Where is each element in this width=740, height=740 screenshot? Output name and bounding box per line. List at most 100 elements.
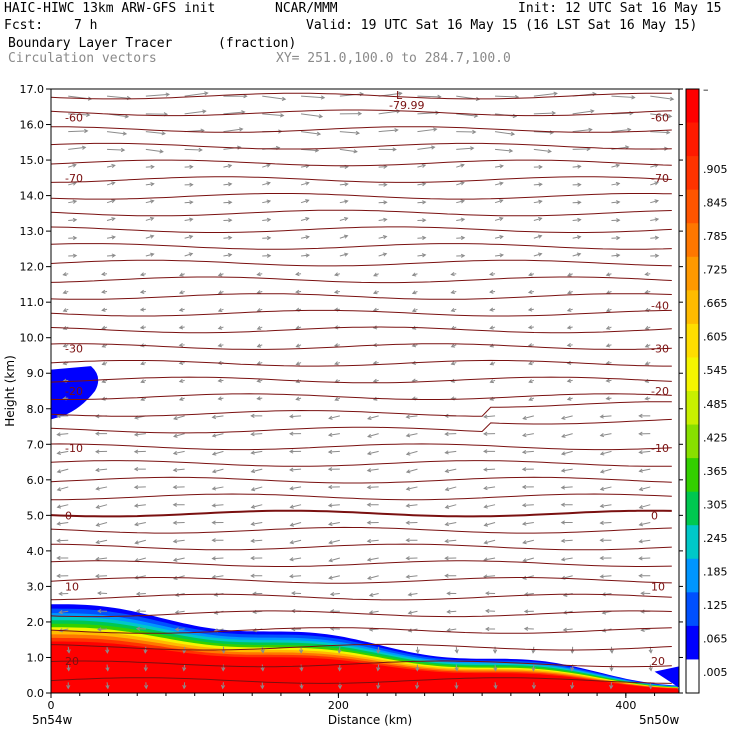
vector-arrow bbox=[369, 593, 379, 596]
vector-head bbox=[140, 361, 145, 366]
vector-head bbox=[172, 539, 178, 544]
vector-head bbox=[211, 469, 217, 474]
vector-head bbox=[250, 487, 256, 492]
vector-arrow bbox=[408, 610, 418, 614]
vector-arrow bbox=[572, 236, 581, 239]
vector-head bbox=[590, 109, 595, 114]
vector-arrow bbox=[378, 218, 387, 221]
contour-line bbox=[51, 509, 672, 518]
vector-arrow bbox=[494, 165, 504, 168]
vector-head bbox=[616, 235, 621, 241]
vector-head bbox=[256, 325, 262, 330]
vector-head bbox=[66, 667, 71, 672]
vector-head bbox=[266, 217, 272, 222]
colorbar-label: .365 bbox=[703, 465, 728, 478]
vector-arrow bbox=[406, 575, 418, 578]
vector-head bbox=[295, 271, 300, 277]
vector-head bbox=[422, 218, 427, 223]
vector-head bbox=[638, 522, 644, 527]
vector-arrow bbox=[107, 254, 116, 257]
vector-head bbox=[95, 449, 100, 454]
vector-head bbox=[211, 556, 216, 561]
vector-head bbox=[101, 361, 106, 366]
vector-arrow bbox=[329, 557, 340, 562]
vector-arrow bbox=[533, 183, 542, 186]
vector-head bbox=[531, 667, 536, 672]
vector-head bbox=[454, 667, 459, 672]
colorbar-swatch bbox=[686, 223, 699, 258]
vector-arrow bbox=[406, 486, 418, 490]
contour-line bbox=[51, 627, 672, 634]
vector-arrow bbox=[339, 235, 348, 239]
vector-head bbox=[407, 610, 413, 615]
vector-arrow bbox=[367, 415, 379, 420]
vector-head bbox=[577, 182, 582, 187]
vector-arrow bbox=[290, 486, 302, 490]
vector-head bbox=[454, 684, 459, 690]
vector-arrow bbox=[329, 575, 340, 579]
contour-line bbox=[51, 577, 672, 584]
right-endpoint-label: 5n50w bbox=[639, 713, 680, 727]
vector-head bbox=[95, 486, 100, 491]
contour-label-right: -70 bbox=[651, 172, 669, 185]
vector-arrow bbox=[367, 575, 379, 580]
vector-arrow bbox=[106, 236, 116, 239]
vector-head bbox=[179, 272, 184, 277]
colorbar-label: .845 bbox=[703, 196, 728, 209]
vector-arrow bbox=[290, 521, 302, 526]
vector-head bbox=[217, 325, 223, 330]
contour-line bbox=[51, 376, 672, 384]
vector-head bbox=[227, 163, 233, 169]
x-tick-label: 0 bbox=[48, 699, 55, 712]
vector-arrow bbox=[522, 504, 534, 506]
vector-head bbox=[367, 433, 372, 438]
vector-head bbox=[528, 379, 533, 384]
vector-arrow bbox=[68, 200, 77, 204]
vector-head bbox=[538, 164, 543, 170]
vector-arrow bbox=[445, 486, 457, 491]
vector-head bbox=[289, 504, 294, 509]
vector-head bbox=[485, 591, 490, 596]
vector-head bbox=[291, 591, 296, 596]
vector-arrow bbox=[300, 131, 321, 135]
vector-arrow bbox=[378, 235, 387, 239]
vector-arrow bbox=[339, 253, 348, 257]
vector-head bbox=[367, 575, 372, 580]
vector-head bbox=[510, 131, 516, 136]
vector-head bbox=[327, 432, 333, 437]
contour-label-left: 10 bbox=[65, 580, 79, 593]
vector-arrow bbox=[639, 450, 651, 453]
vector-arrow bbox=[572, 165, 581, 168]
vector-arrow bbox=[134, 504, 146, 507]
vector-head bbox=[450, 272, 455, 277]
vector-head bbox=[256, 343, 262, 348]
vector-head bbox=[560, 557, 566, 562]
vector-head bbox=[450, 343, 456, 348]
vector-head bbox=[444, 487, 450, 492]
colorbar-swatch bbox=[686, 256, 699, 291]
vector-head bbox=[560, 485, 566, 490]
vector-head bbox=[133, 432, 139, 437]
colorbar-label: – bbox=[703, 83, 709, 96]
vector-head bbox=[366, 485, 372, 490]
vector-arrow bbox=[484, 415, 496, 418]
vector-arrow bbox=[328, 504, 340, 507]
colorbar-label: .545 bbox=[703, 364, 728, 377]
contour-label-right: -60 bbox=[651, 111, 669, 124]
tracer-blob bbox=[51, 366, 99, 420]
contour-line bbox=[51, 418, 672, 434]
vector-head bbox=[135, 626, 141, 631]
contour-line bbox=[51, 526, 672, 534]
vector-arrow bbox=[417, 201, 426, 204]
vector-arrow bbox=[173, 539, 185, 543]
vector-arrow bbox=[339, 183, 348, 186]
contour-line bbox=[51, 209, 672, 217]
vector-arrow bbox=[484, 521, 496, 526]
vector-head bbox=[551, 110, 557, 116]
vector-head bbox=[460, 217, 466, 222]
contour-line bbox=[51, 460, 672, 467]
vector-arrow bbox=[251, 433, 263, 435]
vector-head bbox=[605, 396, 610, 401]
vector-head bbox=[161, 131, 166, 136]
circulation-vectors bbox=[56, 91, 675, 690]
